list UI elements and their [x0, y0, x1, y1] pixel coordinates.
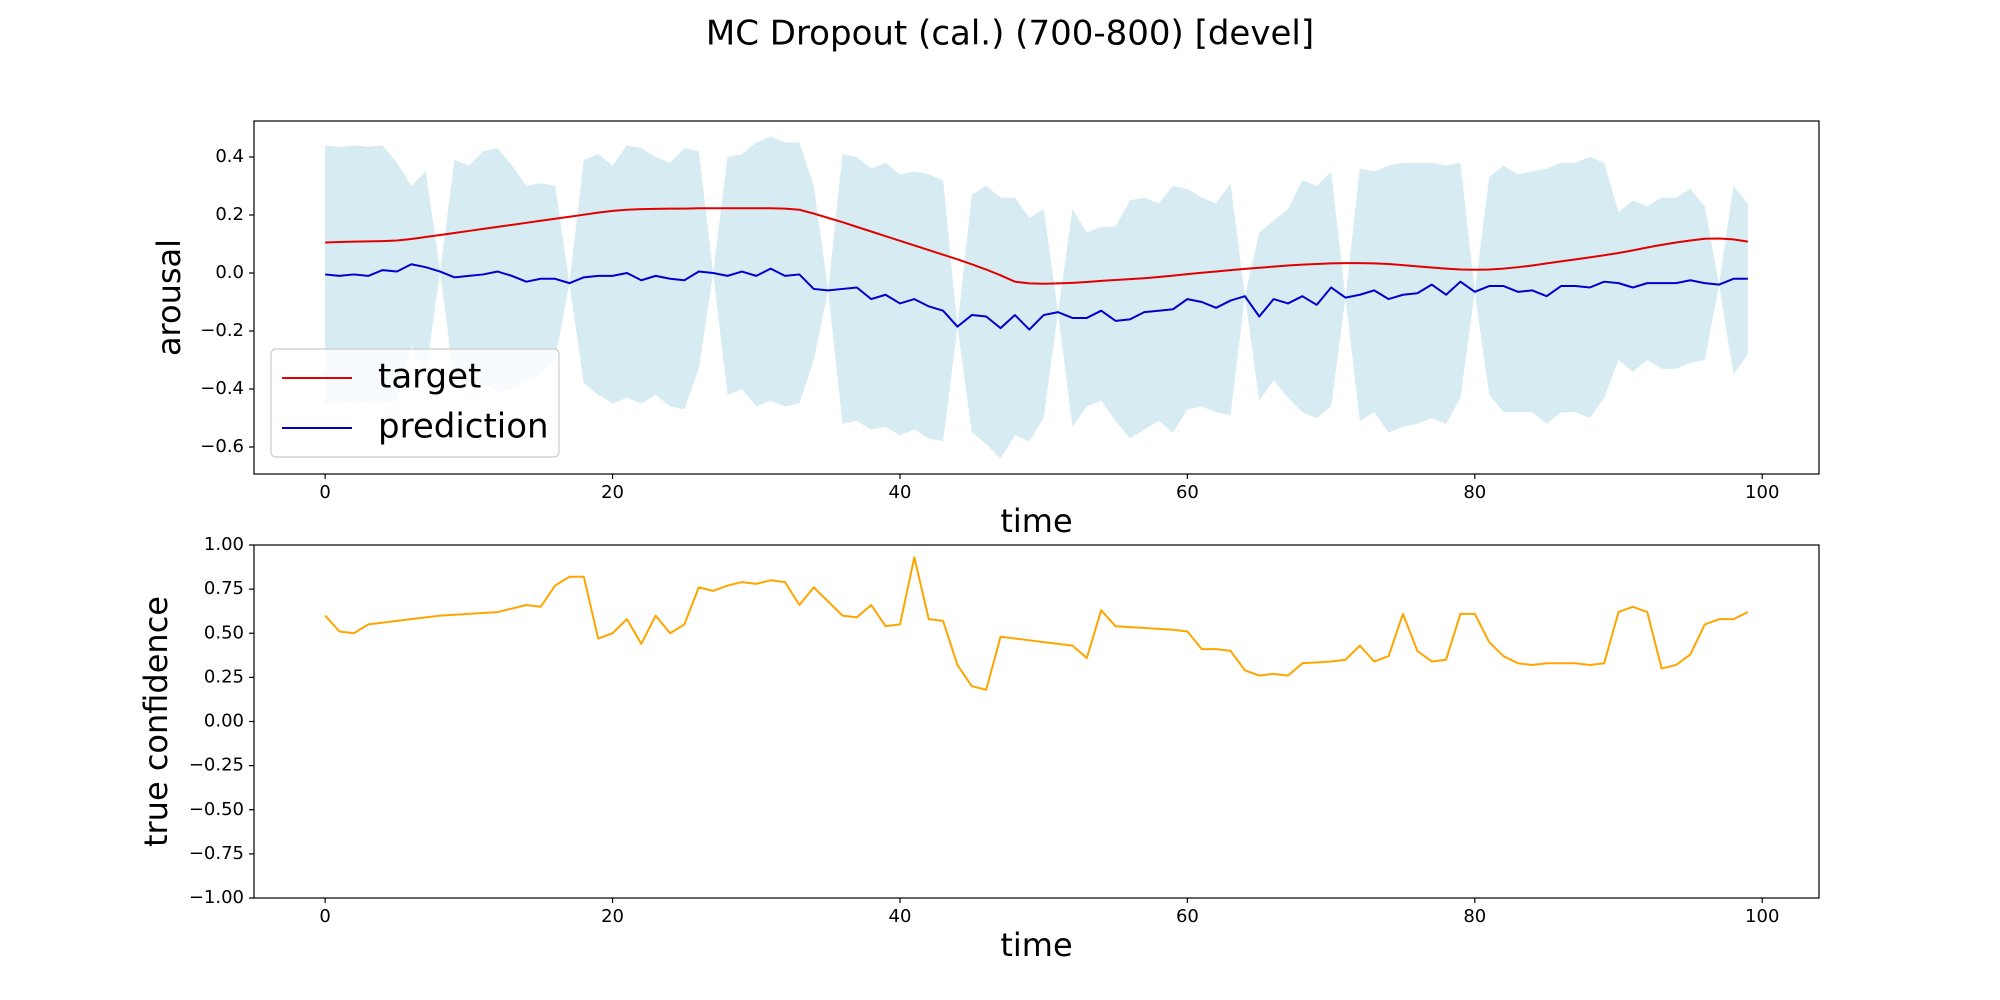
x-tick-label: 40 — [889, 482, 912, 503]
y-tick-label: 0.00 — [204, 711, 244, 732]
x-tick-label: 100 — [1745, 906, 1779, 927]
x-tick-label: 20 — [601, 906, 624, 927]
series-line — [325, 207, 1749, 285]
x-tick-label: 0 — [319, 482, 330, 503]
y-tick-label: 0.2 — [215, 204, 244, 225]
y-tick-label: −0.75 — [189, 843, 244, 864]
y-tick-label: −1.00 — [189, 887, 244, 908]
x-tick-label: 60 — [1176, 482, 1199, 503]
y-tick-label: −0.4 — [200, 378, 244, 399]
legend-label: prediction — [378, 407, 549, 447]
y-tick-label: −0.2 — [200, 320, 244, 341]
x-tick-label: 0 — [319, 906, 330, 927]
legend-label: target — [378, 357, 481, 397]
x-tick-label: 40 — [889, 906, 912, 927]
series-line — [324, 556, 1749, 691]
figure-title: MC Dropout (cal.) (700-800) [devel] — [706, 14, 1314, 54]
uncertainty-band — [325, 136, 1748, 459]
axes-frame — [253, 120, 1820, 475]
y-tick-label: 0.75 — [204, 578, 244, 599]
y-tick-label: −0.50 — [189, 799, 244, 820]
x-tick-label: 100 — [1745, 482, 1779, 503]
x-axis-label: time — [1000, 502, 1072, 540]
y-tick-label: −0.6 — [200, 436, 244, 457]
x-tick-label: 80 — [1463, 482, 1486, 503]
y-tick-label: 0.25 — [204, 666, 244, 687]
y-tick-label: 0.50 — [204, 622, 244, 643]
legend-box — [270, 348, 560, 458]
x-tick-label: 80 — [1463, 906, 1486, 927]
y-tick-label: −0.25 — [189, 755, 244, 776]
y-tick-label: 1.00 — [204, 534, 244, 555]
series-line — [325, 263, 1748, 331]
x-tick-label: 60 — [1176, 906, 1199, 927]
y-tick-label: 0.0 — [215, 262, 244, 283]
y-axis-label: arousal — [150, 239, 188, 356]
axes-frame — [253, 544, 1820, 899]
y-axis-label: true confidence — [137, 596, 175, 847]
plot-area — [325, 136, 1749, 459]
x-tick-label: 20 — [601, 482, 624, 503]
y-tick-label: 0.4 — [215, 146, 244, 167]
x-axis-label: time — [1000, 926, 1072, 964]
plot-area — [324, 556, 1749, 691]
